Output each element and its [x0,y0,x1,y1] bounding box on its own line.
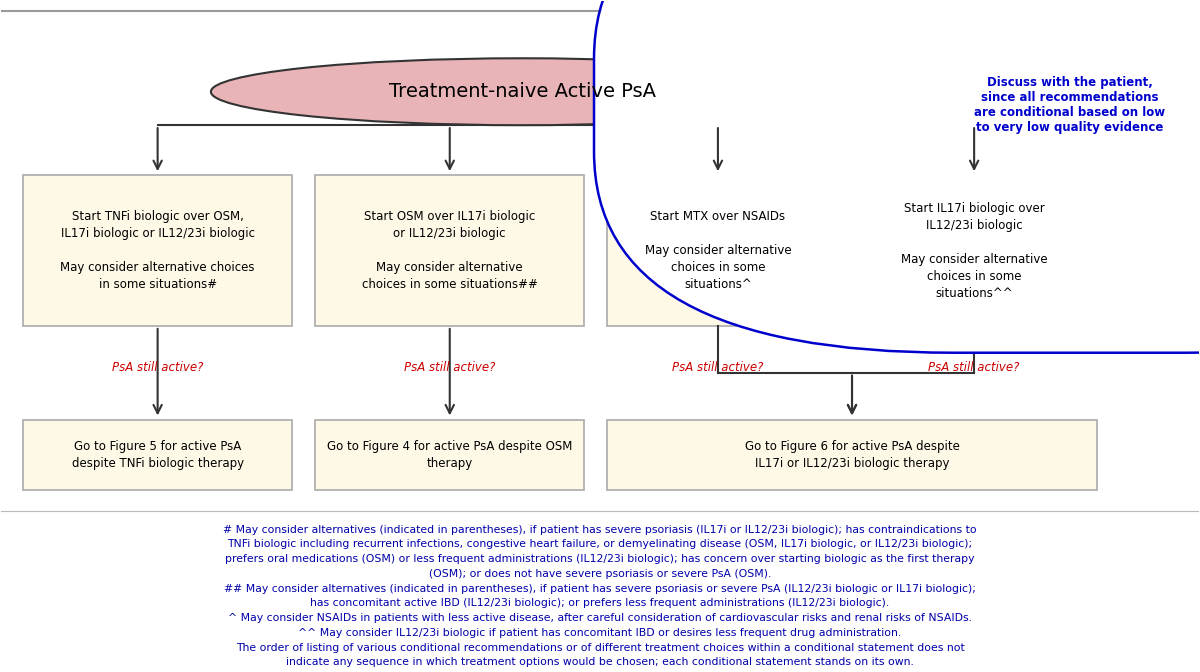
Text: ^^ May consider IL12/23i biologic if patient has concomitant IBD or desires less: ^^ May consider IL12/23i biologic if pat… [299,628,901,638]
Text: Start TNFi biologic over OSM,
IL17i biologic or IL12/23i biologic

May consider : Start TNFi biologic over OSM, IL17i biol… [60,210,254,291]
Text: Go to Figure 6 for active PsA despite
IL17i or IL12/23i biologic therapy: Go to Figure 6 for active PsA despite IL… [744,439,960,470]
Text: PsA still active?: PsA still active? [112,361,203,374]
Text: The order of listing of various conditional recommendations or of different trea: The order of listing of various conditio… [235,642,965,653]
Text: ^ May consider NSAIDs in patients with less active disease, after careful consid: ^ May consider NSAIDs in patients with l… [228,613,972,623]
Text: PsA still active?: PsA still active? [672,361,763,374]
Text: Start OSM over IL17i biologic
or IL12/23i biologic

May consider alternative
cho: Start OSM over IL17i biologic or IL12/23… [362,210,538,291]
FancyBboxPatch shape [23,175,293,326]
Text: indicate any sequence in which treatment options would be chosen; each condition: indicate any sequence in which treatment… [286,657,914,667]
FancyBboxPatch shape [316,419,584,490]
Text: # May consider alternatives (indicated in parentheses), if patient has severe ps: # May consider alternatives (indicated i… [223,525,977,535]
Text: PsA still active?: PsA still active? [404,361,496,374]
Text: ## May consider alternatives (indicated in parentheses), if patient has severe p: ## May consider alternatives (indicated … [224,583,976,593]
Text: TNFi biologic including recurrent infections, congestive heart failure, or demye: TNFi biologic including recurrent infect… [228,540,972,550]
FancyBboxPatch shape [316,175,584,326]
FancyBboxPatch shape [607,175,829,326]
Text: Start IL17i biologic over
IL12/23i biologic

May consider alternative
choices in: Start IL17i biologic over IL12/23i biolo… [901,202,1048,300]
FancyBboxPatch shape [852,175,1097,326]
Text: Go to Figure 4 for active PsA despite OSM
therapy: Go to Figure 4 for active PsA despite OS… [328,439,572,470]
Text: Start MTX over NSAIDs

May consider alternative
choices in some
situations^: Start MTX over NSAIDs May consider alter… [644,210,791,291]
Text: Discuss with the patient,
since all recommendations
are conditional based on low: Discuss with the patient, since all reco… [974,76,1165,134]
Text: has concomitant active IBD (IL12/23i biologic); or prefers less frequent adminis: has concomitant active IBD (IL12/23i bio… [311,598,889,608]
Ellipse shape [211,58,834,125]
Text: PsA still active?: PsA still active? [929,361,1020,374]
FancyBboxPatch shape [23,419,293,490]
Text: Treatment-naive Active PsA: Treatment-naive Active PsA [389,82,655,101]
Text: prefers oral medications (OSM) or less frequent administrations (IL12/23i biolog: prefers oral medications (OSM) or less f… [226,554,974,564]
FancyBboxPatch shape [607,419,1097,490]
FancyBboxPatch shape [594,0,1200,353]
Text: (OSM); or does not have severe psoriasis or severe PsA (OSM).: (OSM); or does not have severe psoriasis… [428,569,772,579]
Text: Go to Figure 5 for active PsA
despite TNFi biologic therapy: Go to Figure 5 for active PsA despite TN… [72,439,244,470]
